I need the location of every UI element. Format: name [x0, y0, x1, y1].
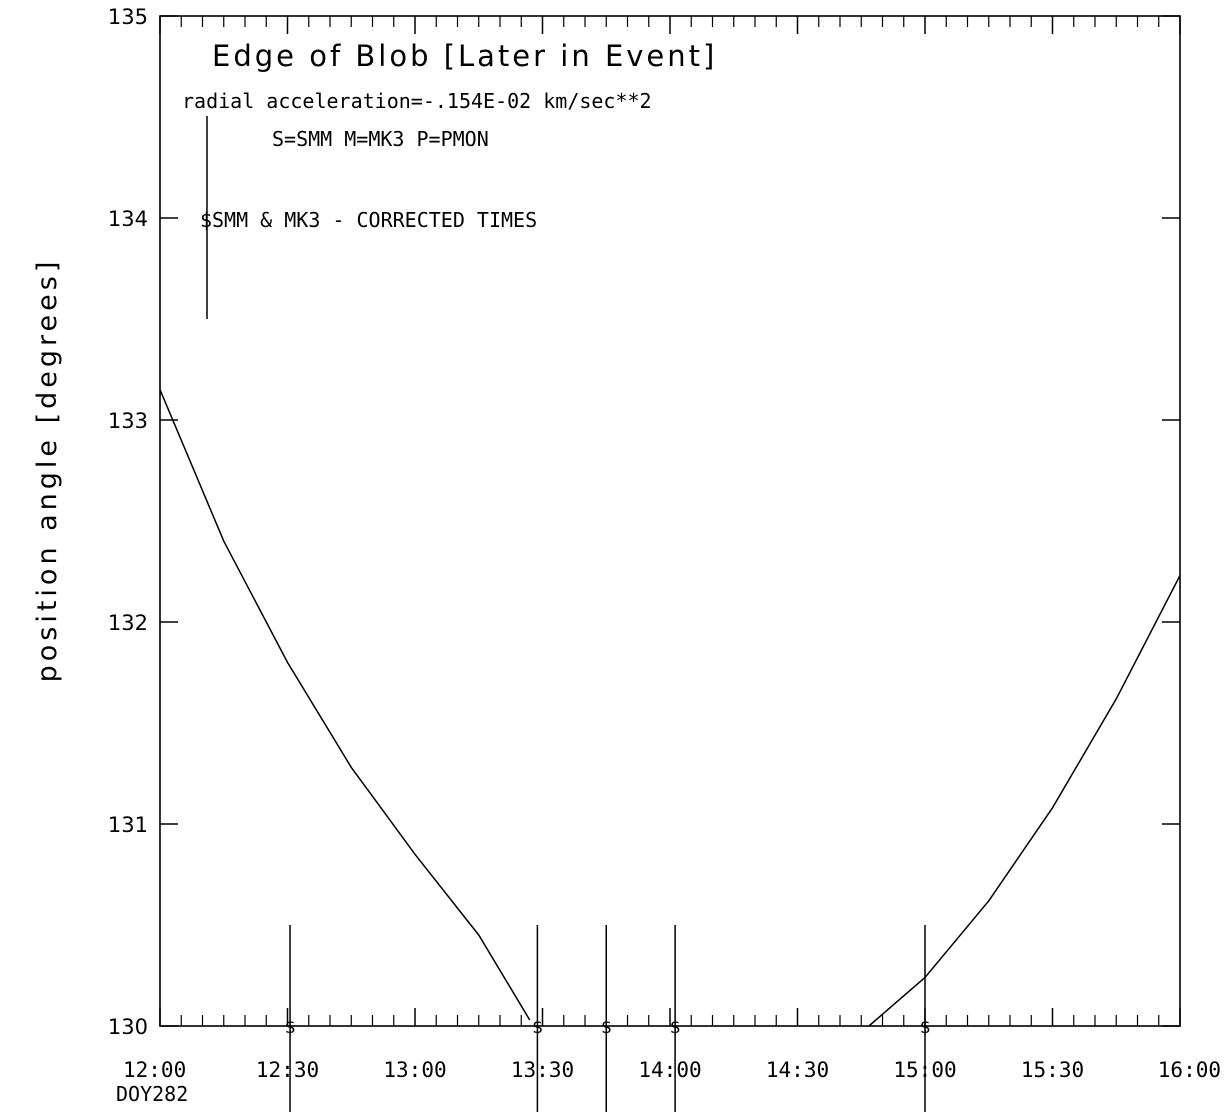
y-tick-label: 132 [108, 611, 148, 635]
observation-point: $ [285, 1017, 296, 1038]
observation-point: $ [601, 1017, 612, 1038]
acceleration-label: radial acceleration=-.154E-02 km/sec**2 [182, 89, 652, 113]
y-ticks: 130 131 132 133 134 135 [108, 5, 1180, 1039]
y-tick-label: 133 [108, 409, 148, 433]
x-tick-label: 12:00 [123, 1058, 186, 1082]
y-tick-label: 130 [108, 1015, 148, 1039]
observation-point: $ [532, 1017, 543, 1038]
x-tick-label: 13:00 [383, 1058, 446, 1082]
observations: $ $ $ $ $ [285, 925, 931, 1112]
y-tick-label: 135 [108, 5, 148, 29]
plot-frame [159, 15, 1181, 1027]
series-line-fit [159, 389, 1181, 1027]
x-axis-sub-label: DOY282 [116, 1082, 188, 1106]
x-tick-label: 12:30 [256, 1058, 319, 1082]
x-tick-label: 16:00 [1158, 1058, 1221, 1082]
y-axis-label: position angle [degrees] [32, 258, 63, 683]
observation-point: $ [920, 1017, 931, 1038]
minor-ticks [180, 16, 1160, 1026]
chart-title: Edge of Blob [Later in Event] [212, 39, 717, 73]
observation-point: $ [670, 1017, 681, 1038]
legend-symbol: $ [200, 208, 212, 232]
x-tick-label: 14:00 [638, 1058, 701, 1082]
legend-text: SMM & MK3 - CORRECTED TIMES [212, 208, 537, 232]
x-tick-label: 15:30 [1021, 1058, 1084, 1082]
y-tick-label: 131 [108, 813, 148, 837]
x-tick-label: 14:30 [766, 1058, 829, 1082]
y-tick-label: 134 [108, 207, 148, 231]
x-tick-label: 13:30 [511, 1058, 574, 1082]
instrument-key: S=SMM M=MK3 P=PMON [272, 127, 489, 151]
x-ticks: 12:00 12:30 13:00 13:30 14:00 14:30 15:00 15:30… [123, 16, 1221, 1082]
